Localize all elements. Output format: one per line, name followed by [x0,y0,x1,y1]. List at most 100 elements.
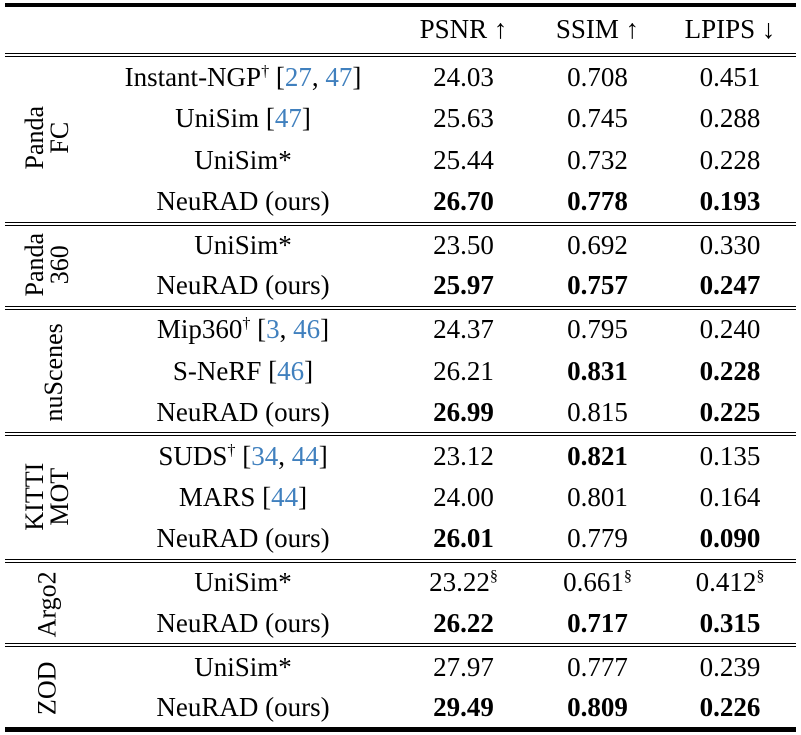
ssim-value: 0.745 [567,102,628,133]
method-name: UniSim* [194,230,292,261]
citation-link[interactable]: 3 [266,314,280,345]
ssim-value: 0.795 [567,314,628,345]
ssim-value: 0.778 [567,186,628,217]
citation-link[interactable]: 44 [271,482,299,513]
citation-link[interactable]: 46 [293,314,321,345]
ssim-value: 0.757 [567,270,628,301]
lpips-value: 0.226 [699,691,761,722]
lpips-value-cell: 0.288 [664,97,796,139]
lpips-value: 0.090 [699,523,761,554]
ssim-value-cell: 0.795 [531,308,664,350]
dagger-mark: † [227,440,236,459]
lpips-value-cell: 0.135 [664,434,796,476]
citation-link[interactable]: 47 [325,61,353,92]
lpips-value: 0.451 [699,61,761,92]
method-name: UniSim* [194,567,292,598]
psnr-value: 24.03 [433,61,494,92]
dataset-group: ZOD UniSim* 27.97 0.777 0.239 NeuRAD (ours) 29… [5,645,796,729]
lpips-value: 0.225 [699,396,761,427]
ssim-value-cell: 0.809 [531,687,664,729]
psnr-value-cell: 23.22§ [396,561,531,603]
table-row: NeuRAD (ours) 29.49 0.809 0.226 [5,687,796,729]
col-header-lpips: LPIPS ↓ [684,14,776,45]
lpips-value: 0.288 [699,102,761,133]
ssim-value: 0.717 [567,607,628,638]
ssim-value-cell: 0.661§ [531,561,664,603]
citation: [44] [262,482,308,513]
lpips-value: 0.228 [699,144,761,175]
method-cell: SUDS† [34, 44] [90,434,396,476]
dagger-mark: † [261,61,270,80]
lpips-value: 0.247 [699,270,761,301]
table-row: NeuRAD (ours) 26.01 0.779 0.090 [5,519,796,561]
psnr-value-cell: 27.97 [396,645,531,687]
psnr-value: 26.21 [433,355,494,386]
lpips-value: 0.240 [699,314,761,345]
psnr-value: 23.22 [429,567,490,598]
method-name: S-NeRF [172,355,262,386]
psnr-value: 24.37 [433,314,494,345]
psnr-value: 26.70 [433,186,494,217]
ssim-value-cell: 0.692 [531,224,664,266]
psnr-value-cell: 25.44 [396,139,531,181]
psnr-value-cell: 29.49 [396,687,531,729]
citation-link[interactable]: 46 [277,355,305,386]
ssim-value-cell: 0.801 [531,477,664,519]
citation-link[interactable]: 44 [291,440,319,471]
method-cell: S-NeRF [46] [90,350,396,392]
method-name: NeuRAD (ours) [156,270,330,301]
psnr-value-cell: 26.70 [396,181,531,223]
citation-link[interactable]: 27 [284,61,312,92]
ssim-value: 0.809 [567,691,628,722]
psnr-value-cell: 26.01 [396,519,531,561]
dataset-label: Panda FC [19,106,74,170]
method-name: UniSim* [194,144,292,175]
psnr-value: 26.99 [433,396,494,427]
ssim-value-cell: 0.757 [531,266,664,308]
psnr-value: 25.63 [433,102,494,133]
citation-link[interactable]: 34 [251,440,279,471]
dataset-label-cell: KITTI MOT [5,434,90,560]
psnr-value: 26.01 [433,523,494,554]
results-table: PSNR ↑ SSIM ↑ LPIPS ↓ Panda FC Instant-NG… [5,3,796,732]
header-empty-method-cell [90,5,396,55]
method-name: MARS [178,482,256,513]
lpips-value: 0.315 [699,607,761,638]
dataset-label-cell: Argo2 [5,561,90,645]
lpips-value-cell: 0.225 [664,392,796,434]
psnr-value-cell: 25.63 [396,97,531,139]
dagger-mark: † [242,314,251,333]
method-name: UniSim [175,102,260,133]
ssim-value-cell: 0.717 [531,603,664,645]
psnr-value-cell: 26.99 [396,392,531,434]
paper-results-table-page: PSNR ↑ SSIM ↑ LPIPS ↓ Panda FC Instant-NG… [0,3,801,735]
lpips-value-cell: 0.090 [664,519,796,561]
table-row: UniSim [47] 25.63 0.745 0.288 [5,97,796,139]
dataset-label-cell: Panda FC [5,55,90,224]
dataset-label: nuScenes [38,322,68,422]
dataset-group: KITTI MOT SUDS† [34, 44] 23.12 0.821 0.135 MA… [5,434,796,560]
ssim-value: 0.777 [567,651,628,682]
citation-link[interactable]: 47 [274,102,302,133]
table-row: NeuRAD (ours) 25.97 0.757 0.247 [5,266,796,308]
method-cell: UniSim* [90,561,396,603]
method-name: Instant-NGP [124,61,262,92]
method-name: SUDS [158,440,228,471]
lpips-value: 0.164 [699,482,761,513]
psnr-value: 27.97 [433,651,494,682]
lpips-value: 0.193 [699,186,761,217]
ssim-value: 0.661 [563,567,624,598]
psnr-value-cell: 24.37 [396,308,531,350]
dataset-label: ZOD [32,661,62,715]
psnr-value: 23.12 [433,440,494,471]
citation: [3, 46] [257,314,330,345]
header-row: PSNR ↑ SSIM ↑ LPIPS ↓ [5,5,796,55]
dataset-group: Panda FC Instant-NGP† [27, 47] 24.03 0.708 0… [5,55,796,224]
section-mark: § [756,567,765,586]
lpips-value-cell: 0.240 [664,308,796,350]
method-cell: Mip360† [3, 46] [90,308,396,350]
method-cell: Instant-NGP† [27, 47] [90,55,396,97]
table-row: UniSim* 25.44 0.732 0.228 [5,139,796,181]
lpips-value-cell: 0.412§ [664,561,796,603]
method-cell: UniSim* [90,645,396,687]
